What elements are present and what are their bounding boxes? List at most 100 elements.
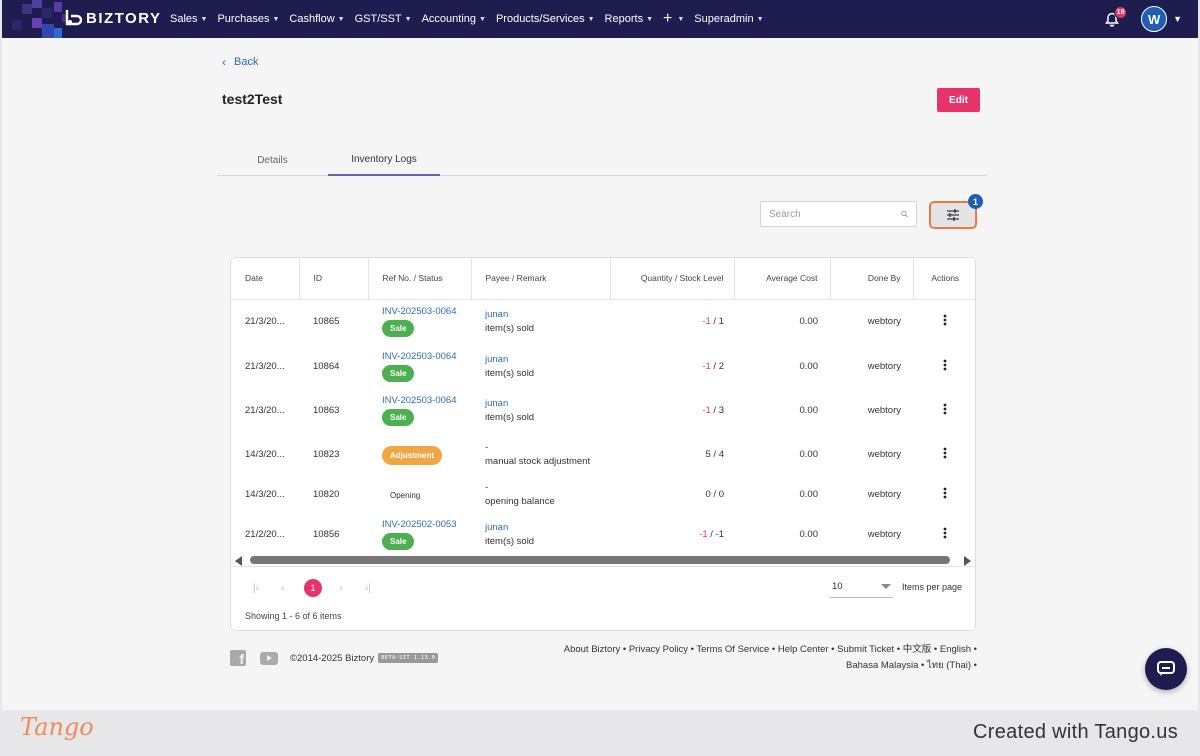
menu-purchases[interactable]: Purchases ▼ [217, 13, 279, 25]
footer-social: f ©2014-2025 Biztory BETA-SIT 1.13.0 [230, 650, 439, 666]
menu-reports[interactable]: Reports ▼ [605, 13, 653, 25]
chevron-down-icon: ▼ [756, 15, 764, 23]
top-navbar: BIZTORY Sales ▼ Purchases ▼ Cashflow ▼ GST/… [2, 0, 1198, 38]
facebook-icon[interactable]: f [230, 650, 246, 666]
brand-name: BIZTORY [86, 9, 162, 27]
search-box [760, 201, 917, 227]
ref-number-link[interactable]: INV-202503-0064 [382, 306, 457, 318]
menu-quick-add[interactable]: + ▼ [663, 11, 684, 27]
cell-ref-status: INV-202503-0064 Sale [368, 344, 471, 388]
status-badge: Sale [382, 409, 415, 426]
scroll-right-icon[interactable] [964, 556, 971, 566]
menu-sales[interactable]: Sales ▼ [170, 13, 207, 25]
brand-pixel-decoration [2, 0, 122, 38]
menu-cashflow-label: Cashflow [289, 13, 335, 25]
first-page-icon[interactable]: |‹ [253, 582, 259, 594]
column-header-payee-remark[interactable]: Payee / Remark [471, 258, 611, 300]
menu-gst-sst[interactable]: GST/SST ▼ [355, 13, 412, 25]
chat-support-button[interactable] [1145, 648, 1187, 690]
more-actions-icon[interactable] [943, 314, 947, 326]
payee-link[interactable]: junan [485, 309, 509, 321]
more-actions-icon[interactable] [943, 527, 947, 539]
column-header-date[interactable]: Date [231, 258, 300, 300]
chevron-down-icon[interactable]: ▼ [1173, 14, 1182, 24]
items-per-page-select[interactable]: 10 [830, 576, 893, 598]
footer-links-line1[interactable]: About Biztory • Privacy Policy • Terms O… [563, 644, 977, 655]
footer-links: About Biztory • Privacy Policy • Terms O… [547, 642, 977, 674]
cell-ref-status: INV-202502-0053 Sale [368, 513, 471, 556]
copyright-text: ©2014-2025 Biztory [290, 652, 375, 664]
remark-text: item(s) sold [485, 367, 535, 379]
table-body: 21/3/20... 10865 INV-202503-0064 Sale jun… [231, 299, 975, 556]
chevron-left-icon: ‹ [222, 55, 226, 69]
menu-products-services[interactable]: Products/Services ▼ [496, 13, 595, 25]
youtube-icon[interactable] [260, 651, 278, 665]
status-badge: Sale [382, 320, 415, 338]
column-header-ref-status[interactable]: Ref No. / Status [368, 258, 472, 300]
scrollbar-thumb[interactable] [250, 556, 950, 564]
more-actions-icon[interactable] [943, 403, 947, 415]
ref-number-link[interactable]: INV-202502-0053 [382, 519, 457, 530]
search-icon[interactable] [901, 208, 908, 220]
table-row[interactable]: 14/3/20... 10823 Adjustment - manual sto… [231, 433, 975, 475]
quantity-value: 5 [705, 448, 711, 460]
more-actions-icon[interactable] [943, 359, 947, 371]
chat-bubble-icon [1157, 661, 1175, 676]
table-header-row: Date ID Ref No. / Status Payee / Remark … [231, 258, 975, 300]
tab-details[interactable]: Details [257, 155, 288, 166]
cell-date: 21/3/20... [245, 405, 285, 416]
menu-cashflow[interactable]: Cashflow ▼ [289, 13, 344, 25]
menu-sales-label: Sales [170, 13, 198, 25]
cell-actions [913, 475, 975, 513]
app-frame: BIZTORY Sales ▼ Purchases ▼ Cashflow ▼ GST/… [2, 0, 1198, 710]
menu-superadmin[interactable]: Superadmin ▼ [694, 13, 763, 25]
payee-link[interactable]: junan [485, 522, 509, 533]
next-page-icon[interactable]: › [339, 582, 343, 594]
cell-id: 10865 [313, 316, 340, 328]
menu-accounting-label: Accounting [421, 13, 477, 25]
table-row[interactable]: 21/3/20... 10864 INV-202503-0064 Sale jun… [231, 344, 975, 388]
scroll-left-icon[interactable] [235, 556, 242, 566]
table-row[interactable]: 14/3/20... 10820 Opening - opening balan… [231, 475, 975, 513]
table-row[interactable]: 21/2/20... 10856 INV-202502-0053 Sale jun… [231, 513, 975, 556]
menu-accounting[interactable]: Accounting ▼ [422, 13, 486, 25]
cell-payee-remark: junan item(s) sold [471, 344, 610, 388]
payee-link[interactable]: junan [485, 353, 509, 365]
horizontal-scrollbar[interactable] [231, 553, 975, 567]
nav-right: 19 W ▼ [1101, 0, 1198, 38]
page-number-current[interactable]: 1 [304, 579, 322, 597]
more-actions-icon[interactable] [943, 487, 947, 499]
ref-number-link[interactable]: INV-202503-0064 [382, 395, 457, 406]
page-title: test2Test [222, 91, 283, 107]
version-badge: BETA-SIT 1.13.0 [378, 653, 439, 663]
remark-text: manual stock adjustment [485, 455, 591, 467]
menu-gst-sst-label: GST/SST [354, 13, 402, 25]
brand-logo[interactable]: BIZTORY [64, 9, 162, 27]
column-header-quantity-stock[interactable]: Quantity / Stock Level [610, 258, 735, 300]
payee-link[interactable]: junan [485, 398, 509, 409]
search-input[interactable] [769, 208, 901, 220]
notifications-button[interactable]: 19 [1101, 6, 1128, 30]
cell-date: 21/2/20... [245, 529, 285, 540]
column-header-id[interactable]: ID [299, 258, 369, 300]
cell-payee-remark: junan item(s) sold [471, 388, 610, 433]
quantity-value: 0 [705, 488, 711, 500]
column-header-done-by[interactable]: Done By [830, 258, 914, 300]
user-avatar[interactable]: W [1141, 6, 1168, 32]
cell-quantity-stock: 0 / 0 [705, 488, 724, 500]
ref-number-link[interactable]: INV-202503-0064 [382, 350, 457, 362]
edit-button[interactable]: Edit [937, 88, 980, 112]
tab-inventory-logs[interactable]: Inventory Logs [328, 145, 440, 176]
notification-count-badge: 19 [1114, 6, 1128, 19]
footer-links-line2[interactable]: Bahasa Malaysia • ไทย (Thai) • [846, 660, 977, 671]
table-row[interactable]: 21/3/20... 10863 INV-202503-0064 Sale jun… [231, 388, 975, 433]
column-header-average-cost[interactable]: Average Cost [734, 258, 831, 300]
table-row[interactable]: 21/3/20... 10865 INV-202503-0064 Sale jun… [231, 299, 975, 344]
more-actions-icon[interactable] [943, 447, 947, 459]
last-page-icon[interactable]: ›| [365, 582, 371, 594]
cell-actions [913, 513, 975, 556]
cell-date: 14/3/20... [245, 488, 285, 500]
prev-page-icon[interactable]: ‹ [281, 582, 285, 594]
cell-done-by: webtory [867, 316, 901, 328]
back-link[interactable]: ‹ Back [222, 55, 258, 69]
